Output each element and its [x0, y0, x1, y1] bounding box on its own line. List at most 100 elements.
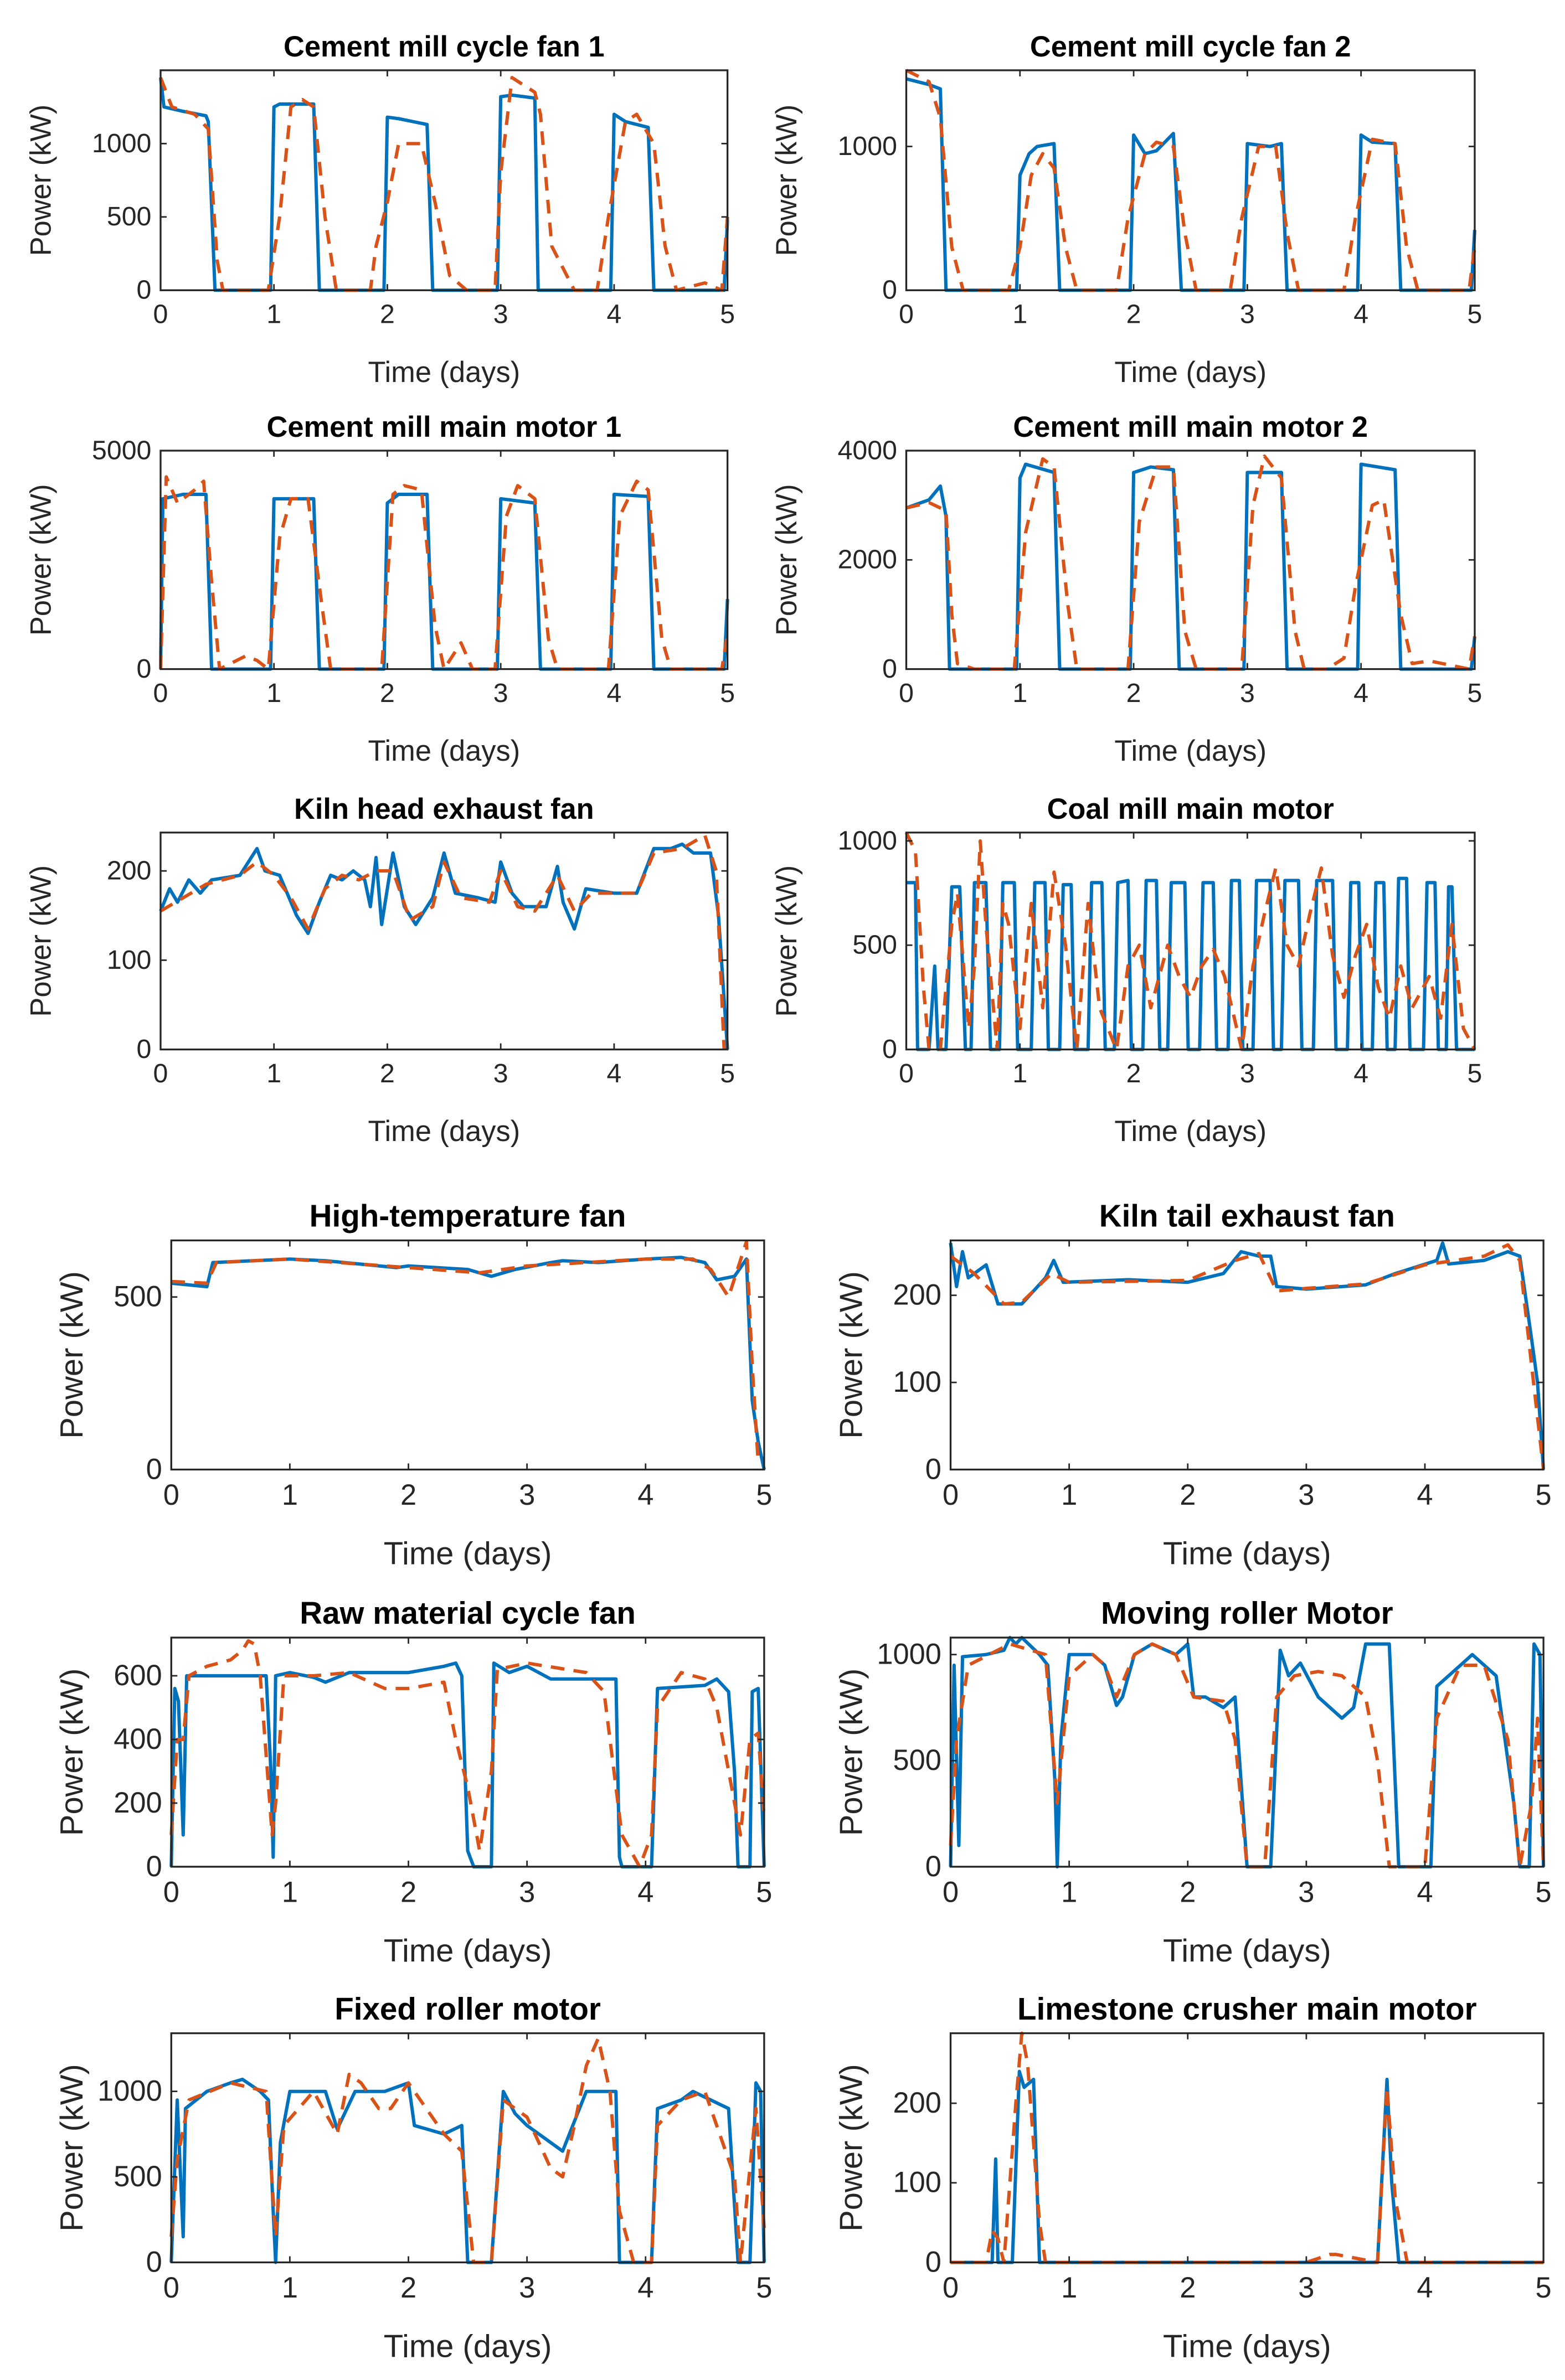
y-tick-label: 1000	[92, 128, 151, 158]
x-axis-label: Time (days)	[1114, 357, 1267, 389]
series-actual-line	[906, 876, 1475, 1051]
y-tick-label: 200	[107, 856, 152, 886]
x-tick-label: 4	[1353, 1059, 1368, 1088]
x-tick-label: 2	[380, 300, 395, 329]
y-tick-label: 400	[114, 1723, 162, 1756]
series-predicted-line	[171, 1240, 760, 1463]
y-axis-label: Power (kW)	[833, 2064, 869, 2232]
subplot-7: 0 1 2 3 4 5 0 100 200 Kiln tail exhaust fan Time (…	[833, 1199, 1551, 1572]
x-tick-label: 1	[282, 2272, 298, 2304]
x-tick-label: 0	[899, 300, 914, 329]
x-axis-label: Time (days)	[1163, 1933, 1331, 1969]
axes-box	[905, 69, 1476, 291]
y-tick-label: 1000	[877, 1639, 941, 1671]
y-tick-label: 5000	[92, 435, 151, 465]
x-tick-label: 2	[1126, 300, 1141, 329]
y-tick-label: 0	[882, 275, 897, 305]
axes-box	[949, 1239, 1545, 1471]
subplot-2: 0 1 2 3 4 5 0 5000 Cement mill main motor 1 Time …	[25, 411, 735, 767]
y-tick-label: 200	[114, 1787, 162, 1819]
x-axis-label: Time (days)	[368, 357, 520, 389]
y-axis-label: Power (kW)	[771, 865, 803, 1017]
x-tick-label: 3	[493, 678, 508, 708]
axes-box	[905, 832, 1476, 1051]
y-tick-label: 500	[114, 2161, 162, 2193]
x-tick-label: 0	[153, 300, 168, 329]
series-actual-line	[169, 1661, 766, 1868]
x-tick-label: 3	[1298, 1876, 1314, 1908]
x-tick-label: 5	[756, 1876, 772, 1908]
x-tick-label: 2	[1180, 1479, 1196, 1511]
y-tick-label: 500	[893, 1744, 941, 1777]
y-axis-label: Power (kW)	[54, 1271, 90, 1439]
x-tick-label: 0	[943, 1479, 959, 1511]
y-tick-label: 1000	[838, 825, 897, 855]
x-axis-label: Time (days)	[1163, 2329, 1331, 2364]
x-axis-label: Time (days)	[384, 1933, 552, 1969]
x-tick-label: 4	[607, 678, 622, 708]
y-axis-label: Power (kW)	[54, 2064, 90, 2232]
x-axis-label: Time (days)	[1114, 1116, 1267, 1148]
x-tick-label: 3	[519, 1876, 535, 1908]
x-tick-label: 3	[519, 2272, 535, 2304]
y-tick-label: 1000	[838, 131, 897, 161]
x-tick-label: 2	[400, 2272, 416, 2304]
x-tick-label: 1	[1012, 678, 1027, 708]
x-tick-label: 4	[637, 2272, 653, 2304]
x-tick-label: 0	[153, 678, 168, 708]
series-predicted-line	[169, 1639, 766, 1868]
x-tick-label: 3	[519, 1479, 535, 1511]
series-actual-line	[171, 1256, 766, 1470]
x-tick-label: 1	[1012, 300, 1027, 329]
x-tick-label: 1	[1012, 1059, 1027, 1088]
x-tick-label: 0	[943, 1876, 959, 1908]
series-predicted-line	[950, 2031, 1544, 2264]
series-actual-line	[950, 2069, 1544, 2264]
x-tick-label: 0	[943, 2272, 959, 2304]
series-actual-line	[169, 2077, 766, 2264]
y-tick-label: 0	[882, 1034, 897, 1064]
x-tick-label: 5	[720, 300, 735, 329]
x-tick-label: 1	[1061, 1876, 1077, 1908]
x-tick-label: 4	[1417, 1876, 1433, 1908]
x-tick-label: 5	[1536, 1876, 1552, 1908]
x-tick-label: 4	[637, 1876, 653, 1908]
y-axis-label: Power (kW)	[54, 1669, 90, 1836]
x-tick-label: 0	[153, 1059, 168, 1088]
subplot-title: Cement mill main motor 1	[266, 411, 621, 443]
axes-box	[949, 1636, 1545, 1868]
x-tick-label: 2	[1180, 2272, 1196, 2304]
x-axis-label: Time (days)	[368, 1116, 520, 1148]
axes-box	[170, 2032, 765, 2264]
x-tick-label: 0	[899, 1059, 914, 1088]
y-tick-label: 200	[893, 2087, 941, 2119]
y-axis-label: Power (kW)	[833, 1271, 869, 1439]
x-axis-label: Time (days)	[384, 2329, 552, 2364]
y-axis-label: Power (kW)	[833, 1669, 869, 1836]
x-tick-label: 5	[1536, 2272, 1552, 2304]
series-predicted-line	[949, 1642, 1546, 1868]
y-tick-label: 200	[893, 1279, 941, 1312]
axes-box	[949, 2032, 1545, 2264]
subplot-title: Cement mill main motor 2	[1013, 411, 1368, 443]
y-tick-label: 0	[146, 1453, 162, 1485]
series-actual-line	[158, 492, 729, 671]
y-tick-label: 0	[146, 1851, 162, 1883]
axes-box	[905, 450, 1476, 670]
y-axis-label: Power (kW)	[25, 865, 57, 1017]
x-tick-label: 5	[1536, 1479, 1552, 1511]
x-tick-label: 2	[1180, 1876, 1196, 1908]
x-tick-label: 2	[1126, 1059, 1141, 1088]
x-tick-label: 4	[1417, 1479, 1433, 1511]
x-tick-label: 1	[266, 300, 281, 329]
series-predicted-line	[904, 832, 1476, 1051]
y-tick-label: 600	[114, 1660, 162, 1692]
series-predicted-line	[158, 475, 729, 671]
y-tick-label: 0	[137, 1034, 152, 1064]
y-tick-label: 2000	[838, 545, 897, 575]
subplot-0: 0 1 2 3 4 5 0 500 1000 Cement mill cycle fan 1 Tim…	[25, 31, 735, 389]
x-tick-label: 5	[1468, 300, 1482, 329]
y-axis-label: Power (kW)	[25, 484, 57, 636]
x-tick-label: 3	[493, 1059, 508, 1088]
x-tick-label: 2	[380, 1059, 395, 1088]
